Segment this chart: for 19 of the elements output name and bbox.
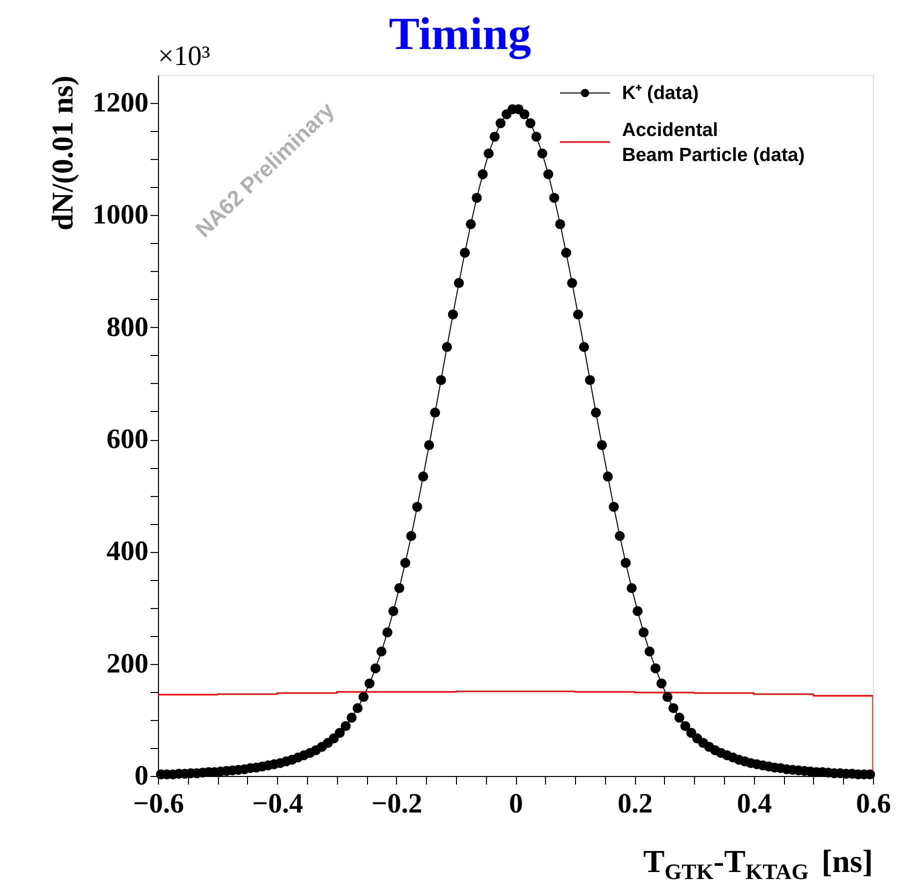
y-tick-label: 1000 [92, 200, 148, 231]
y-tick-label: 0 [134, 760, 148, 792]
y-tick-label: 400 [106, 536, 148, 568]
y-tick-label: 600 [106, 424, 148, 456]
y-tick-label: 1200 [92, 88, 148, 119]
x-tick-label: −0.6 [133, 788, 184, 820]
y-axis-title: dN/(0.01 ns) [46, 76, 80, 231]
x-tick-label: 0 [509, 788, 523, 820]
legend-label: K⁺ (data) [622, 83, 699, 104]
chart-title: Timing [388, 8, 532, 60]
x-tick-label: −0.2 [371, 788, 422, 820]
text: ×10³ [158, 41, 210, 72]
x-tick-label: 0.6 [856, 788, 891, 820]
y-tick-label: 800 [106, 312, 148, 343]
y-tick-label: 200 [106, 648, 148, 680]
x-tick-label: −0.4 [252, 788, 304, 820]
x-tick-label: 0.4 [736, 788, 772, 820]
legend-label: Accidental Beam Particle (data) [622, 120, 805, 166]
x-tick-label: 0.2 [618, 788, 653, 820]
